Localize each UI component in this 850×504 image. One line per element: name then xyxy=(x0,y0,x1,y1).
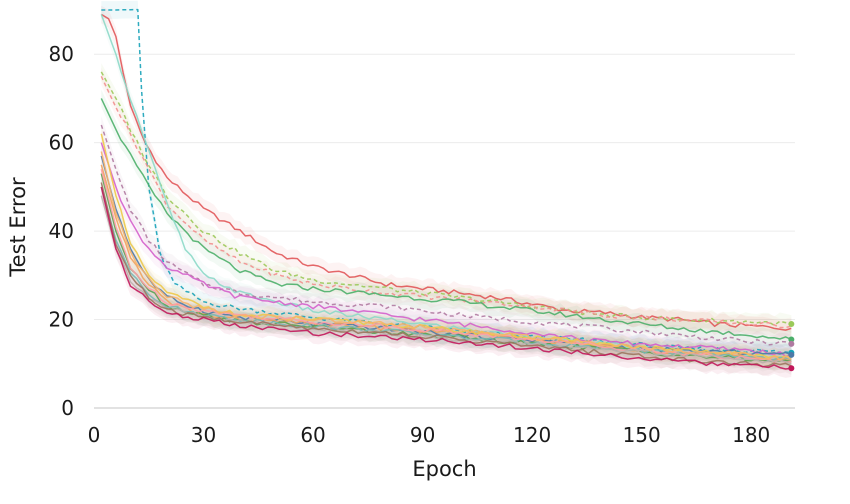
series-line xyxy=(100,169,792,364)
series-end-marker xyxy=(788,365,795,372)
series-band xyxy=(101,186,792,373)
x-tick-label: 150 xyxy=(623,423,661,447)
x-tick-label: 120 xyxy=(513,423,551,447)
series-line xyxy=(100,151,792,361)
y-tick-label: 40 xyxy=(49,219,74,243)
x-axis-title: Epoch xyxy=(412,457,476,481)
series-band xyxy=(101,67,792,337)
y-tick-label: 60 xyxy=(49,131,74,155)
x-tick-label: 180 xyxy=(732,423,770,447)
series-line xyxy=(100,186,792,362)
x-tick-label: 30 xyxy=(191,423,216,447)
x-tick-label: 60 xyxy=(300,423,325,447)
series-band xyxy=(101,116,792,354)
series-end-marker xyxy=(788,336,795,343)
series-band xyxy=(101,5,792,339)
series-band xyxy=(101,89,792,349)
confidence-bands xyxy=(101,0,792,378)
series-end-marker xyxy=(788,320,795,327)
series-line xyxy=(100,133,792,359)
series-band xyxy=(101,142,792,369)
series-line xyxy=(100,186,792,370)
end-markers xyxy=(788,320,795,372)
y-tick-label: 80 xyxy=(49,42,74,66)
series-line xyxy=(100,98,792,341)
series-band xyxy=(101,63,792,335)
series-line xyxy=(100,182,792,368)
series-band xyxy=(101,133,792,366)
series-lines xyxy=(100,8,792,370)
y-tick-label: 0 xyxy=(61,396,74,420)
series-line xyxy=(100,124,792,346)
x-tick-labels: 0 30 60 90 120 150 180 xyxy=(88,423,771,447)
series-line xyxy=(100,13,792,331)
y-tick-labels: 0 20 40 60 80 xyxy=(49,42,74,420)
series-end-marker xyxy=(788,340,795,347)
series-line xyxy=(100,71,792,327)
y-tick-label: 20 xyxy=(49,308,74,332)
series-line xyxy=(100,75,792,329)
x-tick-label: 0 xyxy=(88,423,101,447)
x-tick-label: 90 xyxy=(410,423,435,447)
series-line xyxy=(100,142,792,358)
series-end-marker xyxy=(788,351,795,358)
y-axis-title: Test Error xyxy=(6,177,30,278)
